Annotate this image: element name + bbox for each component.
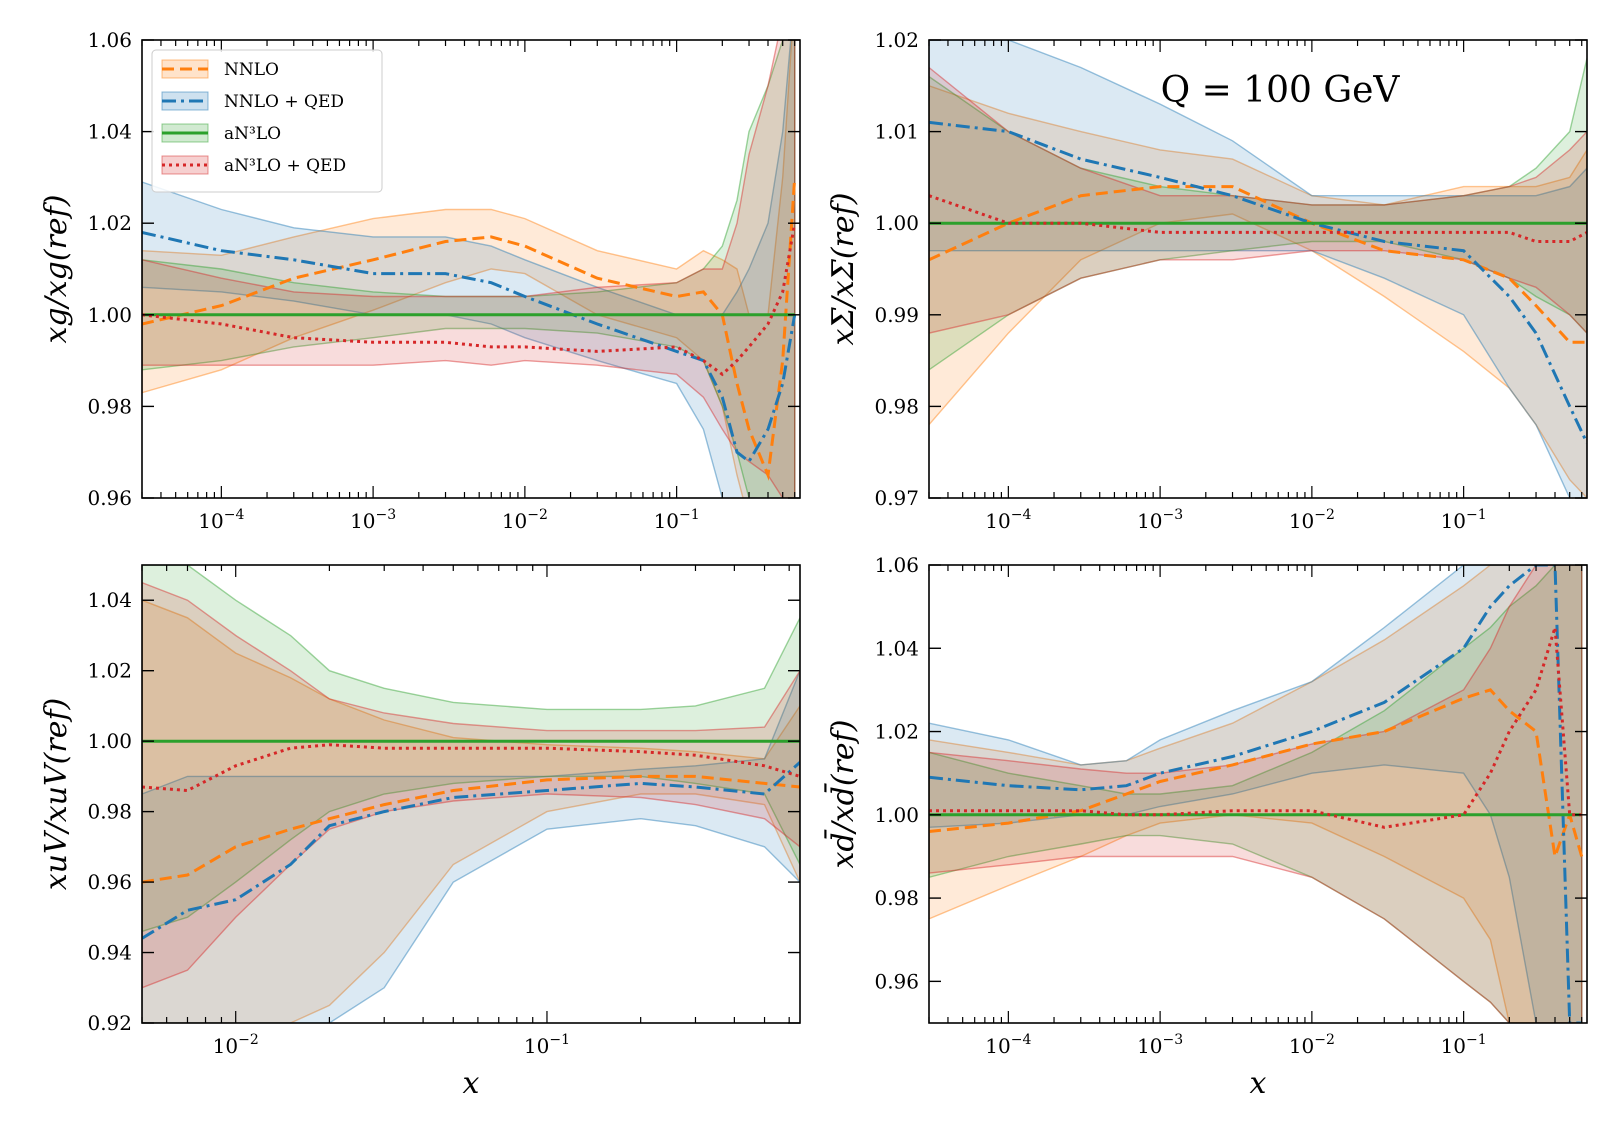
ytick-label: 0.92 [87, 1011, 132, 1035]
panel-gluon: 0.96 0.98 1.00 1.02 1.04 1.06 10−4 10−3 10−2 10−1… [39, 28, 801, 533]
legend-entry-nnlo: NNLO [161, 59, 279, 80]
scale-annotation: Q = 100 GeV [1161, 70, 1401, 111]
panel-dbar-ticks: 0.96 0.98 1.00 1.02 1.04 1.06 10−4 10−3 10−2 10−1 [874, 553, 1587, 1058]
xtick-label: 10−4 [985, 1032, 1031, 1058]
xtick-label: 10−1 [1441, 507, 1487, 533]
xtick-label: 10−2 [1289, 507, 1335, 533]
legend-entry-an3lo: aN³LO [161, 123, 281, 144]
ytick-label: 0.96 [87, 870, 132, 894]
panel-gluon-ylabel: xg/xg(ref) [39, 195, 74, 344]
ytick-label: 0.98 [874, 886, 919, 910]
panel-dbar-bands [929, 565, 1583, 1023]
ytick-label: 1.06 [874, 553, 919, 577]
legend-label-an3lo-qed: aN³LO + QED [224, 156, 346, 176]
xtick-label: 10−3 [1137, 507, 1183, 533]
ytick-label: 0.99 [874, 303, 919, 327]
ytick-label: 0.96 [87, 486, 132, 510]
band-singlet-an3lo [929, 58, 1587, 371]
xtick-label: 10−3 [1137, 1032, 1183, 1058]
xtick-label: 10−3 [350, 507, 396, 533]
band-uvalence-nnlo-qed [142, 670, 800, 1023]
band-dbar-nnlo [929, 565, 1583, 1023]
panel-uvalence-frame [141, 564, 801, 1024]
panel-uvalence-xlabel: x [463, 1066, 480, 1101]
ytick-label: 1.02 [874, 28, 919, 52]
xtick-label: 10−4 [198, 507, 244, 533]
panel-uvalence-lines [142, 739, 800, 940]
legend-entry-an3lo-qed: aN³LO + QED [161, 155, 346, 176]
ytick-label: 1.02 [874, 720, 919, 744]
ytick-label: 1.00 [87, 303, 132, 327]
line-uvalence-nnlo [142, 774, 800, 884]
panel-uvalence: 0.92 0.94 0.96 0.98 1.00 1.02 1.04 10−2 10−1 xuV… [39, 564, 801, 1101]
panel-dbar-ylabel: xd̄/xd̄(ref) [823, 720, 861, 869]
line-gluon-nnlo-qed [142, 230, 797, 464]
band-singlet-an3lo-qed [929, 66, 1587, 335]
ytick-label: 0.94 [87, 941, 132, 965]
panel-gluon-lines [142, 177, 797, 481]
panel-singlet-bands [929, 40, 1587, 498]
panel-dbar-lines [929, 565, 1584, 1023]
panel-singlet-ylabel: xΣ/xΣ(ref) [826, 193, 861, 346]
legend-entry-nnlo-qed: NNLO + QED [161, 91, 344, 112]
line-singlet-nnlo-qed [929, 120, 1587, 444]
band-gluon-an3lo-qed [142, 40, 796, 498]
band-gluon-nnlo-qed [142, 40, 796, 498]
panel-gluon-frame [141, 39, 801, 499]
xtick-label: 10−2 [1289, 1032, 1335, 1058]
line-gluon-an3lo-qed [142, 222, 797, 377]
xtick-label: 10−1 [654, 507, 700, 533]
band-uvalence-nnlo [142, 599, 800, 1023]
panel-dbar: 0.96 0.98 1.00 1.02 1.04 1.06 10−4 10−3 10−2 10−1… [823, 553, 1588, 1101]
ytick-label: 1.02 [87, 659, 132, 683]
panel-singlet-lines [929, 120, 1587, 444]
xtick-label: 10−4 [985, 507, 1031, 533]
band-singlet-nnlo-qed [929, 40, 1587, 498]
xtick-label: 10−1 [524, 1032, 570, 1058]
panel-uvalence-ylabel: xuV/xuV(ref) [39, 698, 74, 891]
panel-singlet: 0.97 0.98 0.99 1.00 1.01 1.02 10−4 10−3 10−2 10−1… [826, 28, 1588, 533]
ytick-label: 1.00 [87, 729, 132, 753]
panel-dbar-xlabel: x [1250, 1066, 1267, 1101]
ytick-label: 1.04 [87, 588, 132, 612]
ytick-label: 0.98 [874, 394, 919, 418]
panel-gluon-ticks: 0.96 0.98 1.00 1.02 1.04 1.06 10−4 10−3 10−2 10−1 [87, 28, 800, 533]
ytick-label: 1.04 [87, 120, 132, 144]
legend-label-nnlo: NNLO [224, 60, 279, 80]
panel-uvalence-ticks: 0.92 0.94 0.96 0.98 1.00 1.02 1.04 10−2 10−1 [87, 565, 800, 1058]
line-dbar-nnlo-qed [929, 565, 1582, 1023]
band-dbar-nnlo-qed [929, 565, 1583, 1023]
ytick-label: 1.00 [874, 211, 919, 235]
xtick-label: 10−2 [502, 507, 548, 533]
ytick-label: 1.04 [874, 636, 919, 660]
band-dbar-an3lo [929, 565, 1583, 1023]
line-singlet-nnlo [929, 185, 1587, 344]
ytick-label: 0.98 [87, 800, 132, 824]
legend: NNLO NNLO + QED aN³LO aN³LO + QED [151, 49, 383, 193]
legend-label-nnlo-qed: NNLO + QED [224, 92, 344, 112]
panel-singlet-frame [928, 39, 1588, 499]
ytick-label: 1.06 [87, 28, 132, 52]
ytick-label: 1.02 [87, 211, 132, 235]
line-uvalence-nnlo-qed [142, 761, 800, 940]
line-dbar-an3lo-qed [929, 627, 1582, 829]
xtick-label: 10−1 [1441, 1032, 1487, 1058]
band-gluon-nnlo [142, 40, 796, 498]
xtick-label: 10−2 [213, 1032, 259, 1058]
panel-gluon-bands [142, 40, 796, 498]
ytick-label: 0.96 [874, 969, 919, 993]
panel-uvalence-bands [142, 565, 800, 1023]
legend-label-an3lo: aN³LO [224, 124, 281, 144]
line-gluon-nnlo [142, 177, 797, 481]
panel-dbar-frame [928, 564, 1588, 1024]
ytick-label: 0.97 [874, 486, 919, 510]
legend-box [151, 49, 383, 193]
ytick-label: 1.01 [874, 120, 919, 144]
ytick-label: 1.00 [874, 803, 919, 827]
band-gluon-an3lo [142, 40, 796, 498]
line-uvalence-an3lo-qed [142, 743, 800, 793]
ytick-label: 0.98 [87, 394, 132, 418]
